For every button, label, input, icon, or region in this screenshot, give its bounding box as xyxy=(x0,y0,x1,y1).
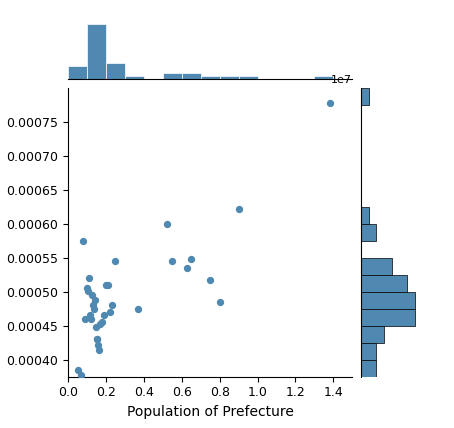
Bar xyxy=(361,207,369,224)
Bar xyxy=(239,76,257,79)
Point xyxy=(102,282,109,288)
Point xyxy=(104,282,112,288)
Point xyxy=(82,315,89,322)
Bar xyxy=(106,63,125,79)
Bar xyxy=(163,73,182,79)
Y-axis label: Dental Clinics per Capita: Dental Clinics per Capita xyxy=(0,146,1,318)
Bar xyxy=(201,76,220,79)
Bar xyxy=(87,24,106,79)
Point xyxy=(207,277,214,284)
Bar xyxy=(125,76,144,79)
Bar xyxy=(361,309,415,326)
Bar xyxy=(361,292,415,309)
Text: 1e7: 1e7 xyxy=(331,75,352,85)
Bar xyxy=(361,326,384,343)
Point xyxy=(93,336,100,343)
Point xyxy=(97,321,104,328)
Bar xyxy=(361,88,369,105)
X-axis label: Population of Prefecture: Population of Prefecture xyxy=(127,405,294,419)
Point xyxy=(95,341,102,348)
Point xyxy=(94,336,101,343)
Bar xyxy=(361,258,392,275)
Point xyxy=(89,302,96,309)
Point xyxy=(87,315,94,322)
Point xyxy=(85,275,93,282)
Point xyxy=(184,265,191,271)
Point xyxy=(235,205,242,212)
Point xyxy=(91,297,98,303)
Point xyxy=(99,319,106,326)
Point xyxy=(112,258,119,265)
Point xyxy=(90,305,97,312)
Point xyxy=(88,291,95,298)
Point xyxy=(74,366,81,373)
Bar xyxy=(68,66,87,79)
Point xyxy=(84,284,91,291)
Point xyxy=(78,371,85,378)
Point xyxy=(100,312,108,319)
Bar xyxy=(361,224,376,241)
Point xyxy=(188,256,195,262)
Point xyxy=(108,302,115,309)
Point xyxy=(169,258,176,265)
Bar xyxy=(361,360,376,377)
Point xyxy=(216,298,223,305)
Point xyxy=(96,347,103,354)
Bar xyxy=(220,76,239,79)
Point xyxy=(326,99,333,106)
Point xyxy=(84,288,92,294)
Bar xyxy=(361,275,407,292)
Bar xyxy=(361,343,376,360)
Point xyxy=(86,312,94,319)
Point xyxy=(163,220,170,227)
Point xyxy=(134,305,142,312)
Bar xyxy=(315,76,333,79)
Bar xyxy=(182,73,201,79)
Point xyxy=(106,309,114,315)
Point xyxy=(92,324,99,330)
Point xyxy=(79,237,87,244)
